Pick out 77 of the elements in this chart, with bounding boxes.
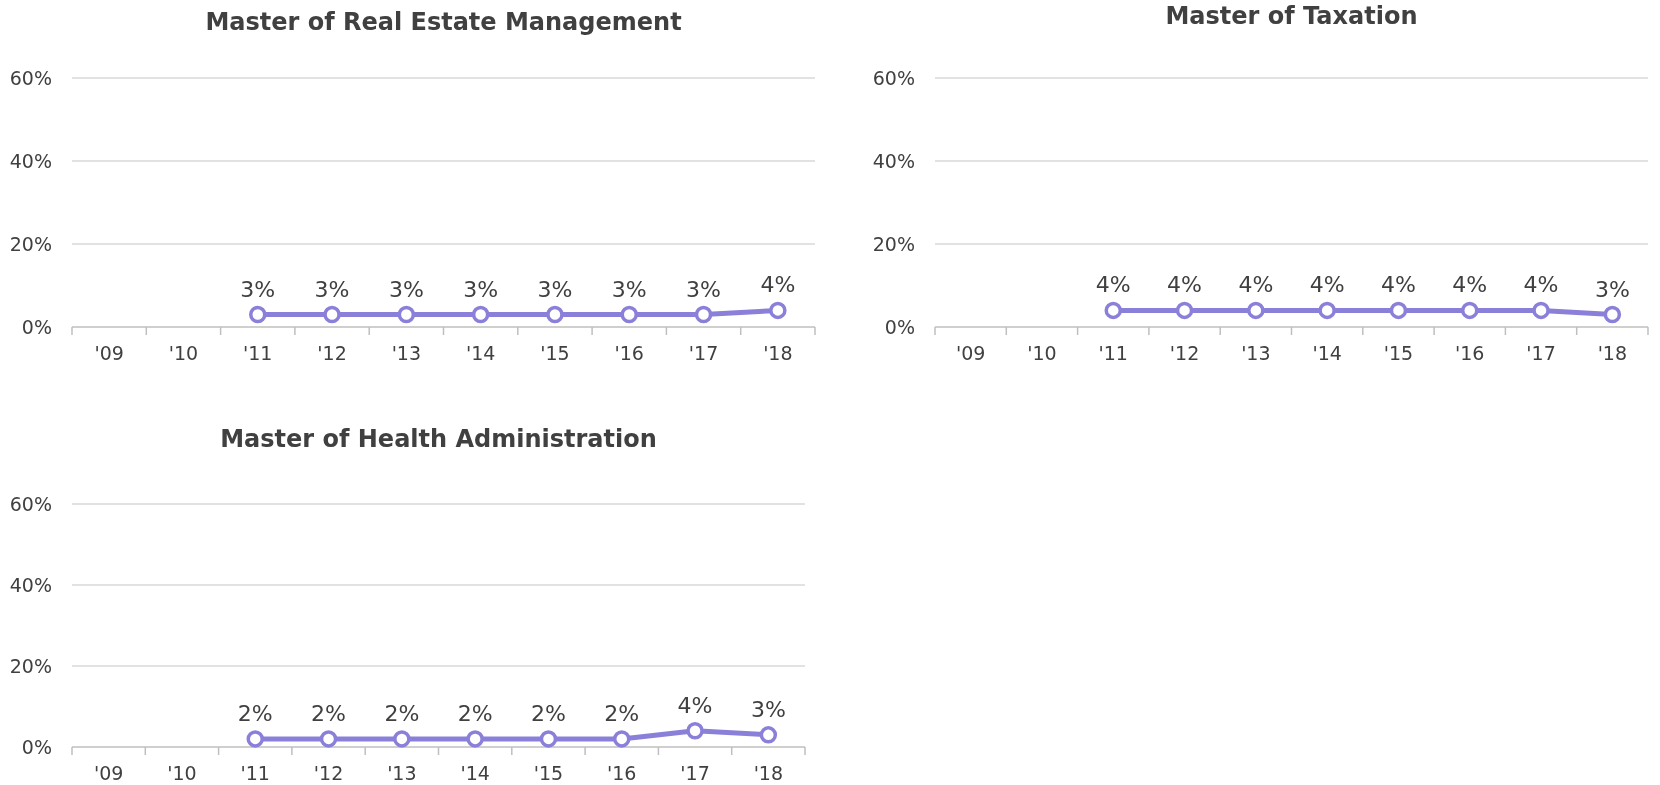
data-label: 4%: [1523, 272, 1559, 298]
x-tick-label: '15: [540, 342, 570, 364]
data-label: 3%: [240, 276, 276, 302]
data-label: 2%: [604, 700, 640, 726]
x-tick-label: '15: [1383, 342, 1414, 364]
chart-title: Master of Taxation: [1165, 2, 1418, 30]
data-label: 3%: [686, 276, 721, 302]
x-tick-label: '13: [391, 342, 422, 364]
data-label: 4%: [1452, 272, 1488, 298]
data-label: 4%: [1381, 272, 1416, 298]
point: [539, 730, 558, 748]
y-tick-label: 20%: [872, 232, 915, 255]
x-tick-label: '12: [313, 762, 344, 784]
point: [393, 730, 411, 748]
x-tick-label: '12: [317, 342, 347, 364]
x-tick-label: '11: [240, 762, 270, 784]
y-tick-label: 0%: [21, 735, 52, 758]
y-tick-label: 60%: [9, 492, 52, 515]
data-label: 3%: [611, 276, 647, 302]
x-tick-label: '16: [1455, 342, 1485, 364]
point: [466, 730, 484, 748]
data-label: 3%: [537, 276, 573, 302]
y-tick-label: 40%: [9, 573, 52, 596]
data-label: 2%: [384, 700, 420, 726]
x-tick-label: '14: [460, 762, 490, 784]
y-tick-label: 40%: [872, 149, 915, 172]
point: [246, 730, 264, 748]
x-tick-label: '15: [533, 762, 564, 784]
y-tick-label: 20%: [9, 232, 52, 255]
data-label: 4%: [1309, 272, 1345, 298]
y-tick-label: 0%: [21, 315, 52, 338]
data-label: 2%: [237, 700, 273, 726]
data-label: 4%: [1238, 272, 1274, 298]
data-label: 4%: [677, 692, 713, 718]
data-label: 3%: [314, 276, 350, 302]
x-tick-label: '09: [94, 342, 124, 364]
x-tick-label: '13: [387, 762, 417, 784]
chart-title: Master of Health Administration: [220, 425, 657, 453]
data-label: 3%: [750, 696, 786, 722]
y-tick-label: 0%: [884, 315, 915, 338]
data-label: 4%: [760, 272, 796, 298]
data-label: 3%: [388, 276, 424, 302]
y-tick-label: 60%: [9, 66, 52, 89]
y-tick-label: 20%: [9, 654, 52, 677]
x-tick-label: '09: [955, 342, 986, 364]
x-tick-label: '10: [168, 342, 199, 364]
data-label: 2%: [311, 700, 346, 726]
x-tick-label: '16: [614, 342, 644, 364]
x-tick-label: '18: [1597, 342, 1628, 364]
y-tick-label: 60%: [872, 66, 915, 89]
x-tick-label: '17: [688, 342, 719, 364]
x-tick-label: '18: [753, 762, 784, 784]
x-tick-label: '11: [1098, 342, 1128, 364]
x-tick-label: '16: [607, 762, 637, 784]
y-tick-label: 40%: [9, 149, 52, 172]
data-label: 4%: [1167, 272, 1202, 298]
point: [319, 730, 338, 748]
x-tick-label: '18: [763, 342, 793, 364]
x-tick-label: '12: [1169, 342, 1200, 364]
data-label: 3%: [1594, 276, 1630, 302]
x-tick-label: '10: [167, 762, 197, 784]
data-label: 2%: [531, 700, 566, 726]
chart-title: Master of Real Estate Management: [205, 8, 682, 36]
x-tick-label: '17: [1526, 342, 1556, 364]
x-tick-label: '14: [465, 342, 496, 364]
point: [759, 726, 778, 744]
x-tick-label: '17: [680, 762, 710, 784]
data-label: 3%: [463, 276, 499, 302]
x-tick-label: '11: [243, 342, 273, 364]
point: [613, 730, 631, 748]
x-tick-label: '10: [1027, 342, 1057, 364]
data-label: 2%: [457, 700, 493, 726]
data-label: 4%: [1095, 272, 1131, 298]
point: [686, 722, 704, 740]
x-tick-label: '09: [93, 762, 124, 784]
x-tick-label: '14: [1312, 342, 1342, 364]
x-tick-label: '13: [1241, 342, 1271, 364]
